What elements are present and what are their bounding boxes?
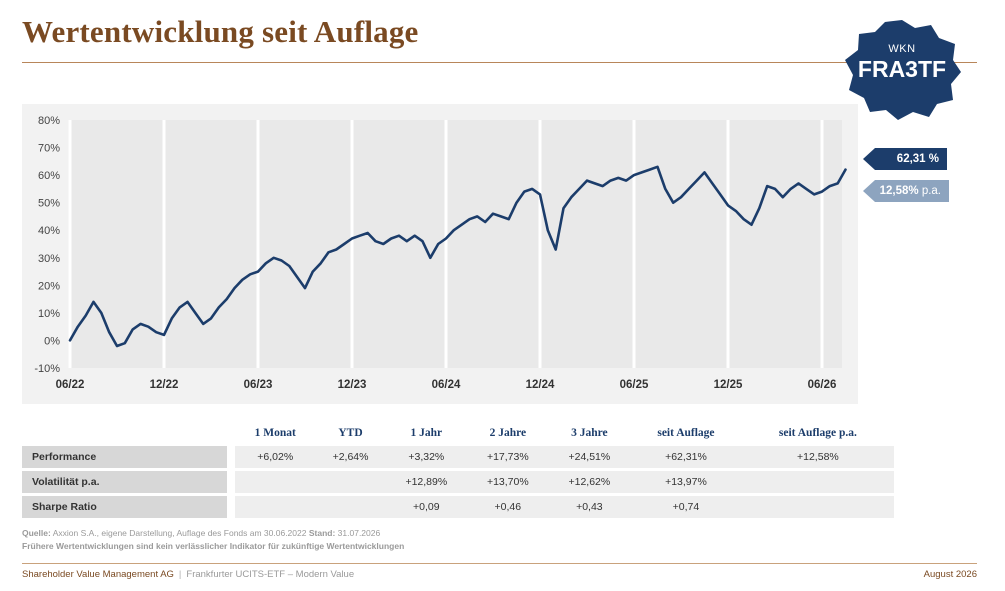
- x-tick-label: 06/24: [432, 379, 461, 391]
- table-cell: +0,74: [630, 496, 742, 518]
- table-cell: [315, 496, 386, 518]
- footer-date: August 2026: [923, 569, 977, 580]
- x-tick-label: 12/25: [714, 379, 743, 391]
- table-cell: [741, 496, 894, 518]
- table-header-row: 1 Monat YTD 1 Jahr 2 Jahre 3 Jahre seit …: [22, 423, 894, 443]
- annual-return-tag: 12,58% p.a.: [863, 180, 949, 202]
- page-title: Wertentwicklung seit Auflage: [22, 14, 419, 49]
- table-cell: [235, 496, 316, 518]
- stand-value: 31.07.2026: [337, 528, 381, 538]
- table-header-cell: 3 Jahre: [571, 427, 608, 439]
- footer-divider: [22, 563, 977, 564]
- table-cell: +2,64%: [315, 446, 386, 468]
- performance-table: 1 Monat YTD 1 Jahr 2 Jahre 3 Jahre seit …: [22, 420, 894, 521]
- row-label: Performance: [22, 446, 227, 468]
- total-return-value: 62,31 %: [896, 153, 939, 165]
- stand-label: Stand:: [308, 528, 336, 538]
- table-cell: +6,02%: [235, 446, 316, 468]
- table-cell: +13,97%: [630, 471, 742, 493]
- row-label: Volatilität p.a.: [22, 471, 227, 493]
- y-tick-label: 80%: [38, 115, 60, 127]
- table-header-cell: 2 Jahre: [489, 427, 527, 439]
- plot-background: [70, 120, 842, 368]
- table-cell: +24,51%: [548, 446, 631, 468]
- disclaimer-text: Frühere Wertentwicklungen sind kein verl…: [22, 541, 405, 551]
- title-divider: [22, 62, 977, 63]
- row-label: Sharpe Ratio: [22, 496, 227, 518]
- row-gap: [227, 471, 235, 493]
- footer-product: Frankfurter UCITS-ETF – Modern Value: [186, 569, 355, 580]
- table-header-cell: seit Auflage p.a.: [778, 427, 857, 439]
- x-tick-label: 06/23: [244, 379, 273, 391]
- y-tick-label: 50%: [38, 198, 60, 210]
- y-tick-label: 70%: [38, 143, 60, 155]
- chart-area: -10% 0% 10% 20% 30% 40% 50% 60% 70% 80% 06/22 12/22…: [22, 104, 858, 404]
- table-header-gap: [227, 423, 235, 443]
- x-tick-label: 12/23: [338, 379, 367, 391]
- wkn-badge: WKN FRA3TF: [843, 20, 961, 120]
- annual-return-suffix: p.a.: [921, 185, 941, 197]
- table-row-performance: Performance +6,02% +2,64% +3,32% +17,73%…: [22, 446, 894, 468]
- x-tick-label: 06/25: [620, 379, 649, 391]
- y-tick-label: 40%: [38, 225, 60, 237]
- y-tick-label: 20%: [38, 280, 60, 292]
- table-cell: +12,62%: [548, 471, 631, 493]
- y-tick-label: 0%: [44, 335, 60, 347]
- row-gap: [227, 446, 235, 468]
- source-note: Quelle: Axxion S.A., eigene Darstellung,…: [22, 528, 380, 538]
- table-header-cell: seit Auflage: [657, 427, 715, 439]
- badge-label: WKN: [888, 43, 916, 55]
- table-header-cell: 1 Monat: [254, 427, 296, 439]
- table-header-cell: YTD: [338, 427, 363, 439]
- table-cell: +3,32%: [385, 446, 468, 468]
- table-cell: +0,09: [385, 496, 468, 518]
- y-tick-label: 10%: [38, 308, 60, 320]
- performance-line: [68, 165, 847, 348]
- y-tick-label: 60%: [38, 170, 60, 182]
- badge-wkn-value: FRA3TF: [857, 56, 947, 82]
- table-cell: [741, 471, 894, 493]
- footer-left: Shareholder Value Management AG | Frankfur…: [22, 569, 354, 580]
- table-row-volatility: Volatilität p.a. +12,89% +13,70% +12,62%…: [22, 471, 894, 493]
- x-tick-label: 06/22: [56, 379, 85, 391]
- table-cell: +12,58%: [741, 446, 894, 468]
- table-cell: +12,89%: [385, 471, 468, 493]
- table-cell: +0,46: [467, 496, 549, 518]
- annual-return-value: 12,58%: [879, 185, 919, 197]
- performance-line-chart: -10% 0% 10% 20% 30% 40% 50% 60% 70% 80% 06/22 12/22…: [34, 115, 847, 391]
- x-tick-label: 12/24: [526, 379, 555, 391]
- row-gap: [227, 496, 235, 518]
- table-header-cell: 1 Jahr: [410, 427, 443, 439]
- total-return-tag: 62,31 %: [863, 148, 947, 170]
- table-row-sharpe: Sharpe Ratio +0,09 +0,46 +0,43 +0,74: [22, 496, 894, 518]
- table-header-corner: [22, 423, 227, 443]
- y-tick-label: -10%: [34, 363, 60, 375]
- y-tick-label: 30%: [38, 253, 60, 265]
- table-cell: +62,31%: [630, 446, 742, 468]
- table-cell: [315, 471, 386, 493]
- source-text: Axxion S.A., eigene Darstellung, Auflage…: [52, 528, 307, 538]
- source-label: Quelle:: [22, 528, 51, 538]
- x-tick-label: 12/22: [150, 379, 179, 391]
- table-cell: +0,43: [548, 496, 631, 518]
- badge-shape: [845, 20, 961, 120]
- footer-separator: |: [178, 569, 182, 580]
- table-cell: [235, 471, 316, 493]
- table-cell: +13,70%: [467, 471, 549, 493]
- table-cell: +17,73%: [467, 446, 549, 468]
- footer-company: Shareholder Value Management AG: [22, 569, 174, 580]
- x-tick-label: 06/26: [808, 379, 837, 391]
